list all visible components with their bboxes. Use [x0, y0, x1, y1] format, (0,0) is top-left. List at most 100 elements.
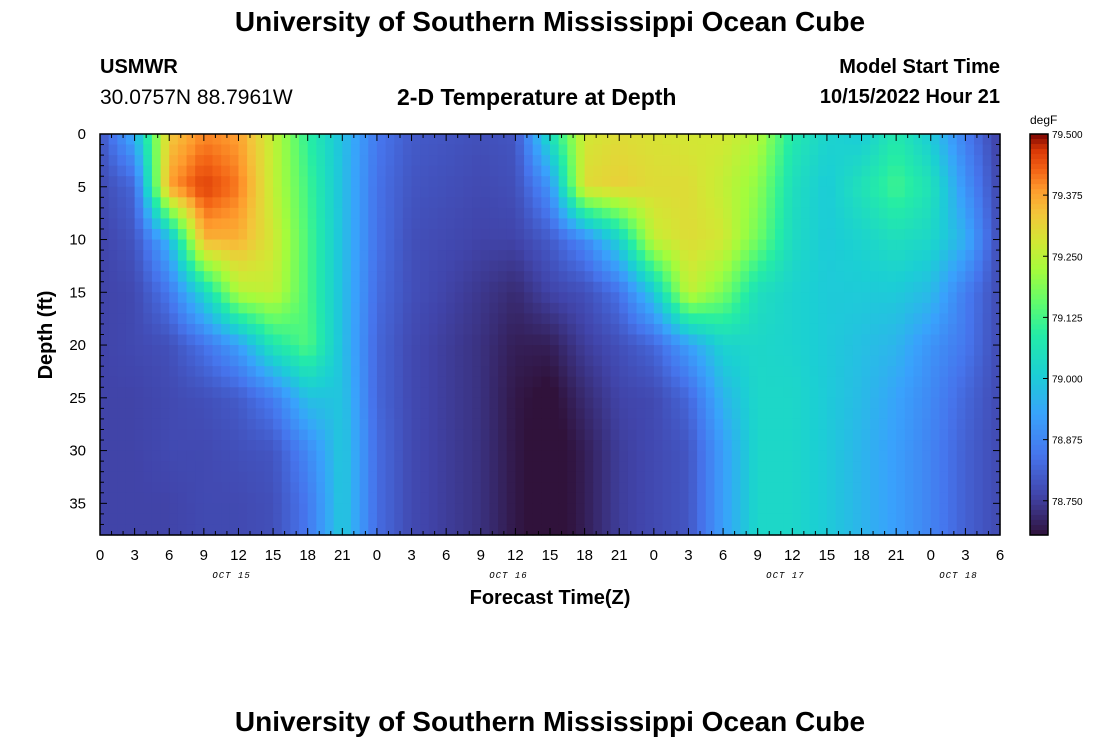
- heatmap-cell: [385, 155, 395, 167]
- heatmap-cell: [281, 134, 291, 146]
- heatmap-cell: [653, 376, 664, 388]
- heatmap-cell: [524, 134, 534, 146]
- heatmap-cell: [160, 450, 170, 462]
- heatmap-cell: [463, 334, 473, 346]
- heatmap-cell: [948, 345, 958, 357]
- heatmap-cell: [783, 482, 793, 494]
- heatmap-cell: [835, 397, 845, 409]
- heatmap-cell: [333, 134, 343, 146]
- heatmap-cell: [619, 207, 629, 220]
- heatmap-cell: [671, 387, 681, 399]
- heatmap-cell: [368, 239, 378, 251]
- heatmap-cell: [601, 134, 612, 146]
- heatmap-cell: [229, 239, 240, 251]
- heatmap-cell: [117, 323, 127, 336]
- heatmap-cell: [575, 492, 586, 504]
- heatmap-cell: [922, 302, 932, 314]
- heatmap-cell: [610, 155, 620, 167]
- heatmap-cell: [212, 482, 222, 494]
- heatmap-cell: [809, 207, 819, 220]
- heatmap-cell: [775, 218, 785, 230]
- heatmap-cell: [325, 450, 335, 462]
- heatmap-cell: [653, 492, 664, 504]
- heatmap-cell: [117, 302, 127, 314]
- colorbar-unit: degF: [1030, 113, 1058, 127]
- heatmap-cell: [645, 218, 655, 230]
- heatmap-cell: [861, 450, 871, 462]
- heatmap-cell: [472, 513, 482, 526]
- heatmap-cell: [454, 408, 465, 420]
- heatmap-cell: [169, 482, 179, 494]
- heatmap-cell: [480, 165, 491, 177]
- heatmap-cell: [541, 440, 551, 452]
- heatmap-cell: [896, 165, 906, 177]
- heatmap-cell: [939, 134, 949, 146]
- heatmap-cell: [273, 503, 283, 515]
- heatmap-cell: [273, 524, 283, 536]
- heatmap-cell: [238, 408, 248, 420]
- heatmap-cell: [800, 302, 811, 314]
- heatmap-cell: [982, 440, 992, 452]
- heatmap-cell: [982, 482, 992, 494]
- heatmap-cell: [238, 144, 248, 156]
- heatmap-cell: [212, 176, 222, 188]
- heatmap-cell: [965, 218, 975, 230]
- heatmap-cell: [186, 387, 196, 399]
- heatmap-cell: [870, 503, 880, 515]
- heatmap-cell: [238, 302, 248, 314]
- heatmap-cell: [368, 524, 378, 536]
- heatmap-cell: [852, 376, 863, 388]
- heatmap-cell: [229, 218, 240, 230]
- heatmap-cell: [195, 513, 205, 526]
- heatmap-cell: [402, 418, 413, 431]
- heatmap-cell: [939, 513, 949, 526]
- heatmap-cell: [255, 524, 266, 536]
- heatmap-cell: [177, 176, 188, 188]
- heatmap-cell: [151, 260, 162, 272]
- heatmap-cell: [550, 186, 560, 198]
- heatmap-cell: [567, 524, 577, 536]
- heatmap-cell: [186, 345, 196, 357]
- heatmap-cell: [515, 334, 525, 346]
- heatmap-cell: [325, 165, 335, 177]
- heatmap-cell: [498, 239, 508, 251]
- heatmap-cell: [679, 345, 690, 357]
- heatmap-cell: [143, 250, 153, 262]
- heatmap-cell: [359, 281, 369, 293]
- heatmap-cell: [766, 228, 776, 241]
- heatmap-cell: [844, 503, 854, 515]
- heatmap-cell: [446, 334, 456, 346]
- heatmap-cell: [835, 281, 845, 293]
- heatmap-cell: [904, 281, 915, 293]
- heatmap-cell: [169, 292, 179, 304]
- heatmap-cell: [679, 376, 690, 388]
- heatmap-cell: [948, 397, 958, 409]
- heatmap-cell: [887, 260, 897, 272]
- heatmap-cell: [610, 492, 620, 504]
- heatmap-cell: [697, 461, 707, 473]
- heatmap-cell: [818, 144, 828, 156]
- heatmap-cell: [506, 323, 516, 336]
- heatmap-cell: [532, 260, 542, 272]
- heatmap-cell: [584, 207, 594, 220]
- heatmap-cell: [203, 186, 214, 198]
- heatmap-cell: [394, 144, 404, 156]
- heatmap-cell: [203, 429, 214, 441]
- heatmap-cell: [454, 228, 465, 241]
- heatmap-cell: [601, 144, 612, 156]
- heatmap-cell: [939, 461, 949, 473]
- heatmap-cell: [472, 197, 482, 209]
- heatmap-cell: [956, 471, 966, 483]
- heatmap-cell: [826, 524, 837, 536]
- heatmap-cell: [714, 197, 724, 209]
- heatmap-cell: [299, 197, 309, 209]
- heatmap-cell: [238, 418, 248, 431]
- heatmap-cell: [125, 323, 136, 336]
- heatmap-cell: [368, 355, 378, 367]
- heatmap-cell: [887, 366, 897, 378]
- heatmap-cell: [515, 450, 525, 462]
- heatmap-cell: [974, 440, 984, 452]
- heatmap-cell: [939, 450, 949, 462]
- heatmap-cell: [325, 250, 335, 262]
- heatmap-cell: [151, 366, 162, 378]
